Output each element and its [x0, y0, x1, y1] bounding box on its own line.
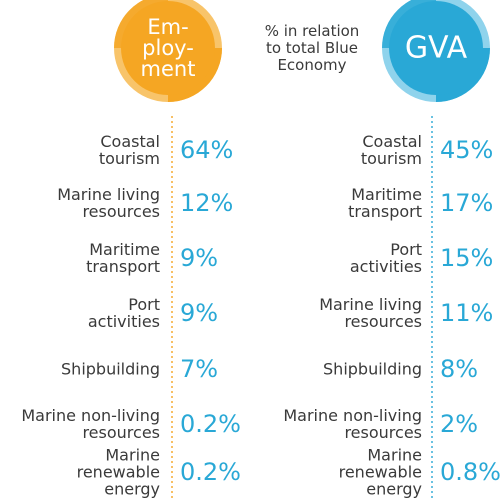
row-value: 17% — [440, 189, 493, 217]
row-label: Shipbuilding — [323, 360, 422, 379]
row-value: 2% — [440, 410, 478, 438]
row-value: 0.8% — [440, 458, 500, 486]
row-value: 11% — [440, 299, 493, 327]
employment-title-line: ploy- — [142, 36, 194, 60]
row-value: 45% — [440, 136, 493, 164]
note-line: % in relation — [265, 22, 360, 40]
row-label: Marine — [105, 446, 160, 465]
row-value: 9% — [180, 244, 218, 272]
row-label: renewable — [339, 463, 422, 482]
row-label: resources — [82, 423, 160, 442]
employment-title-line: ment — [141, 57, 196, 81]
row-value: 9% — [180, 299, 218, 327]
row-label: Coastal — [100, 132, 160, 151]
row-label: resources — [344, 423, 422, 442]
row-label: Port — [390, 240, 422, 259]
gva-badge-title: GVA — [405, 31, 468, 66]
employment-badge-title: Em-ploy-ment — [141, 15, 196, 81]
row-label: Maritime — [351, 185, 422, 204]
row-value: 15% — [440, 244, 493, 272]
row-label: energy — [104, 480, 160, 499]
gva-title-line: GVA — [405, 31, 468, 66]
row-label: resources — [344, 312, 422, 331]
row-label: Marine living — [57, 185, 160, 204]
row-label: Port — [128, 295, 160, 314]
row-value: 64% — [180, 136, 233, 164]
row-label: transport — [86, 257, 160, 276]
gva-row: Shipbuilding 8% — [323, 355, 478, 383]
gva-badge — [389, 1, 483, 95]
row-label: tourism — [361, 149, 422, 168]
row-label: Shipbuilding — [61, 360, 160, 379]
row-label: Marine non-living — [21, 406, 160, 425]
row-value: 12% — [180, 189, 233, 217]
row-value: 0.2% — [180, 410, 241, 438]
row-label: resources — [82, 202, 160, 221]
employment-badge — [121, 1, 215, 95]
employment-title-line: Em- — [147, 15, 188, 39]
note-line: Economy — [277, 56, 346, 74]
row-value: 7% — [180, 355, 218, 383]
column-dividers — [171, 116, 433, 500]
row-label: Coastal — [362, 132, 422, 151]
row-label: energy — [366, 480, 422, 499]
row-value: 8% — [440, 355, 478, 383]
row-label: activities — [88, 312, 160, 331]
row-label: activities — [350, 257, 422, 276]
row-label: Marine non-living — [283, 406, 422, 425]
badges: Em-ploy-ment GVA — [114, 0, 490, 102]
row-label: Marine — [367, 446, 422, 465]
row-label: tourism — [99, 149, 160, 168]
note-line: to total Blue — [266, 39, 358, 57]
employment-row: Shipbuilding 7% — [61, 355, 218, 383]
row-label: renewable — [77, 463, 160, 482]
row-label: transport — [348, 202, 422, 221]
row-label: Marine living — [319, 295, 422, 314]
row-label: Maritime — [89, 240, 160, 259]
row-value: 0.2% — [180, 458, 241, 486]
